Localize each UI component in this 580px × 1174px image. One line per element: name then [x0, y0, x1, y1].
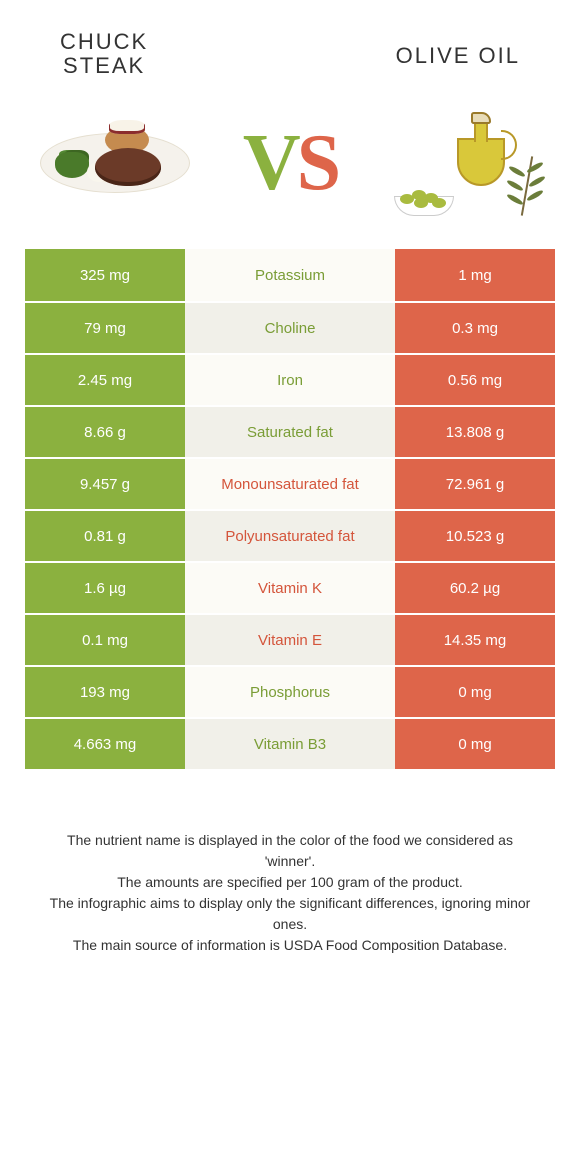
right-value: 10.523 g: [395, 511, 555, 561]
vs-s: S: [297, 119, 338, 207]
olive-branch-icon: [504, 148, 550, 218]
footer-line: The infographic aims to display only the…: [40, 893, 540, 935]
table-row: 9.457 gMonounsaturated fat72.961 g: [25, 457, 555, 509]
right-value: 13.808 g: [395, 407, 555, 457]
oil-icon: [380, 108, 550, 218]
left-value: 9.457 g: [25, 459, 185, 509]
footer-notes: The nutrient name is displayed in the co…: [0, 770, 580, 956]
right-value: 1 mg: [395, 249, 555, 301]
carafe-icon: [457, 112, 505, 186]
table-row: 325 mgPotassium1 mg: [25, 249, 555, 301]
right-value: 0 mg: [395, 667, 555, 717]
title-line: STEAK: [60, 54, 148, 78]
nutrient-label: Vitamin E: [185, 615, 395, 665]
left-value: 325 mg: [25, 249, 185, 301]
left-food-title: CHUCK STEAK: [60, 30, 148, 78]
right-value: 14.35 mg: [395, 615, 555, 665]
footer-line: The amounts are specified per 100 gram o…: [40, 872, 540, 893]
right-food-title: OLIVE OIL: [396, 30, 520, 78]
comparison-table: 325 mgPotassium1 mg79 mgCholine0.3 mg2.4…: [24, 248, 556, 770]
table-row: 4.663 mgVitamin B30 mg: [25, 717, 555, 769]
left-value: 0.81 g: [25, 511, 185, 561]
vs-v: V: [243, 119, 297, 207]
right-value: 60.2 µg: [395, 563, 555, 613]
nutrient-label: Vitamin B3: [185, 719, 395, 769]
left-value: 0.1 mg: [25, 615, 185, 665]
images-row: VS: [0, 88, 580, 248]
left-value: 8.66 g: [25, 407, 185, 457]
right-value: 72.961 g: [395, 459, 555, 509]
nutrient-label: Monounsaturated fat: [185, 459, 395, 509]
nutrient-label: Iron: [185, 355, 395, 405]
table-row: 2.45 mgIron0.56 mg: [25, 353, 555, 405]
nutrient-label: Potassium: [185, 249, 395, 301]
nutrient-label: Vitamin K: [185, 563, 395, 613]
left-value: 193 mg: [25, 667, 185, 717]
footer-line: The main source of information is USDA F…: [40, 935, 540, 956]
left-value: 79 mg: [25, 303, 185, 353]
chuck-steak-image: [30, 108, 200, 218]
table-row: 1.6 µgVitamin K60.2 µg: [25, 561, 555, 613]
left-value: 1.6 µg: [25, 563, 185, 613]
table-row: 0.1 mgVitamin E14.35 mg: [25, 613, 555, 665]
table-row: 8.66 gSaturated fat13.808 g: [25, 405, 555, 457]
table-row: 79 mgCholine0.3 mg: [25, 301, 555, 353]
right-value: 0.56 mg: [395, 355, 555, 405]
nutrient-label: Polyunsaturated fat: [185, 511, 395, 561]
vs-label: VS: [243, 118, 337, 209]
olive-oil-image: [380, 108, 550, 218]
right-value: 0 mg: [395, 719, 555, 769]
broccoli-icon: [55, 152, 89, 178]
left-value: 4.663 mg: [25, 719, 185, 769]
olives-bowl-icon: [390, 192, 460, 216]
footer-line: The nutrient name is displayed in the co…: [40, 830, 540, 872]
header: CHUCK STEAK OLIVE OIL: [0, 0, 580, 88]
nutrient-label: Saturated fat: [185, 407, 395, 457]
left-value: 2.45 mg: [25, 355, 185, 405]
table-row: 193 mgPhosphorus0 mg: [25, 665, 555, 717]
title-line: CHUCK: [60, 30, 148, 54]
nutrient-label: Choline: [185, 303, 395, 353]
steak-icon: [95, 148, 161, 186]
nutrient-label: Phosphorus: [185, 667, 395, 717]
right-value: 0.3 mg: [395, 303, 555, 353]
plate-icon: [40, 133, 190, 193]
table-row: 0.81 gPolyunsaturated fat10.523 g: [25, 509, 555, 561]
